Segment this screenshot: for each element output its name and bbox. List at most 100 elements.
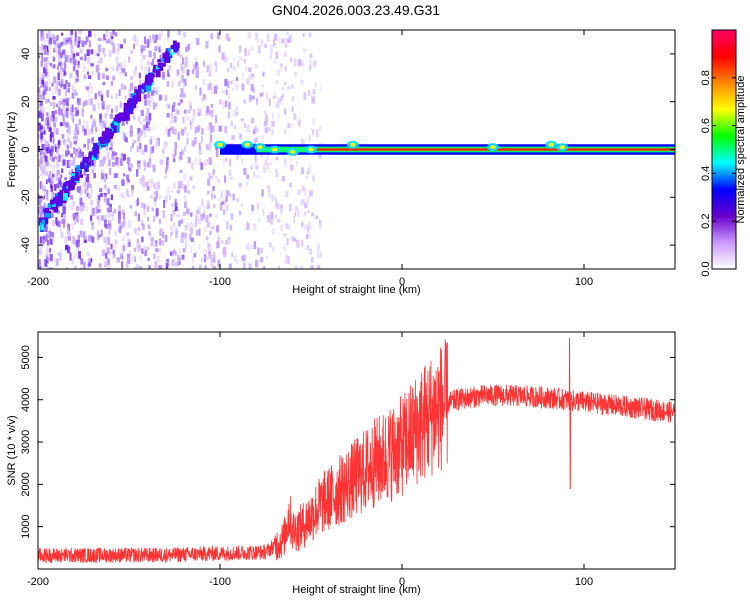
noise-cell [113, 240, 117, 248]
noise-cell [125, 72, 127, 77]
noise-cell [110, 95, 113, 99]
noise-cell [82, 125, 85, 132]
noise-cell [119, 211, 122, 219]
noise-cell [312, 175, 315, 182]
noise-cell [130, 50, 134, 54]
noise-cell [296, 160, 298, 166]
noise-cell [206, 144, 209, 151]
noise-cell [188, 101, 192, 109]
noise-cell [64, 97, 68, 104]
noise-cell [281, 86, 285, 91]
noise-cell [88, 143, 92, 148]
colorbar-tick-label: 0.2 [700, 214, 712, 229]
noise-cell [114, 230, 117, 236]
noise-cell [191, 69, 195, 75]
noise-cell [120, 153, 124, 158]
noise-cell [41, 113, 44, 122]
noise-cell [72, 213, 75, 218]
noise-cell [86, 49, 90, 56]
noise-cell [175, 230, 179, 239]
noise-cell [56, 65, 59, 70]
noise-cell [303, 48, 307, 53]
noise-cell [259, 47, 262, 54]
noise-cell [245, 181, 249, 187]
diagonal-cell [80, 162, 85, 169]
noise-cell [298, 119, 301, 127]
noise-cell [126, 261, 129, 268]
noise-cell [254, 259, 259, 268]
noise-cell [87, 128, 92, 136]
noise-cell [305, 175, 308, 179]
diagonal-cell [143, 87, 148, 92]
noise-cell [135, 200, 138, 207]
noise-cell [131, 36, 135, 41]
noise-cell [166, 186, 170, 195]
noise-cell [209, 125, 213, 133]
noise-cell [148, 157, 151, 162]
noise-cell [165, 141, 168, 146]
noise-cell [43, 165, 47, 170]
noise-cell [131, 189, 134, 198]
noise-cell [291, 105, 294, 113]
noise-cell [139, 79, 142, 86]
noise-cell [38, 133, 41, 139]
noise-cell [170, 227, 174, 235]
noise-cell [158, 218, 161, 225]
noise-cell [144, 66, 148, 72]
noise-cell [42, 138, 46, 142]
noise-cell [308, 164, 311, 173]
noise-cell [206, 222, 210, 228]
noise-cell [246, 221, 249, 227]
noise-cell [38, 87, 41, 94]
noise-cell [284, 66, 287, 72]
noise-cell [134, 266, 137, 269]
noise-cell [108, 50, 112, 58]
diagonal-cell [86, 157, 92, 166]
noise-cell [108, 247, 112, 253]
noise-cell [166, 258, 170, 263]
noise-cell [84, 188, 87, 194]
noise-cell [243, 123, 246, 128]
noise-cell [184, 78, 187, 85]
noise-cell [39, 100, 43, 106]
noise-cell [265, 92, 269, 100]
noise-cell [58, 109, 62, 116]
noise-cell [216, 179, 221, 183]
noise-cell [165, 126, 168, 134]
noise-cell [209, 143, 212, 152]
noise-cell [210, 33, 214, 40]
noise-cell [105, 142, 108, 151]
noise-cell [182, 116, 185, 124]
noise-cell [49, 101, 53, 106]
noise-cell [87, 142, 90, 150]
noise-cell [135, 38, 139, 46]
noise-cell [306, 210, 310, 214]
noise-cell [114, 152, 118, 156]
noise-cell [298, 58, 302, 67]
noise-cell [245, 66, 248, 71]
noise-cell [248, 48, 251, 56]
noise-cell [143, 124, 147, 131]
noise-cell [142, 54, 146, 60]
noise-cell [70, 45, 74, 54]
diagonal-cell [140, 85, 146, 89]
noise-cell [212, 265, 216, 269]
noise-cell [174, 142, 178, 149]
noise-cell [274, 43, 277, 48]
noise-cell [41, 143, 45, 151]
colorbar-tick-label: 0.8 [700, 70, 712, 85]
diagonal-cell [164, 51, 170, 57]
diagonal-cell [92, 149, 97, 154]
noise-cell [166, 112, 170, 118]
noise-cell [69, 34, 73, 39]
noise-cell [40, 131, 43, 139]
noise-cell [137, 213, 140, 222]
noise-cell [71, 257, 75, 264]
noise-cell [181, 149, 185, 155]
noise-cell [158, 46, 161, 53]
noise-cell [44, 82, 47, 89]
noise-cell [303, 224, 307, 231]
noise-cell [131, 254, 136, 260]
noise-cell [88, 89, 91, 98]
diagonal-cell [116, 113, 121, 122]
